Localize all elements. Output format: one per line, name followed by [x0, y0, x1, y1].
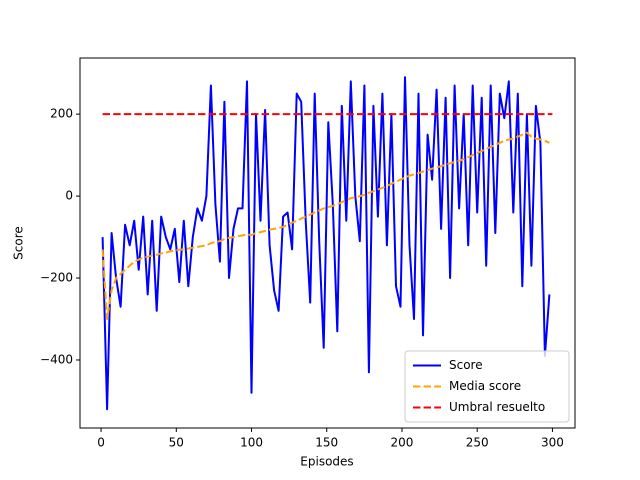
x-axis-label: Episodes — [300, 455, 353, 469]
x-tick-label: 100 — [240, 436, 263, 450]
x-tick-label: 0 — [97, 436, 105, 450]
x-tick-label: 50 — [169, 436, 184, 450]
y-axis-label: Score — [12, 226, 26, 260]
x-tick-label: 150 — [315, 436, 338, 450]
series-line — [101, 76, 551, 411]
y-tick-label: 200 — [50, 107, 73, 121]
y-tick-label: −400 — [40, 352, 73, 366]
legend: Score Media score Umbral resuelto — [404, 350, 570, 423]
y-tick-label: −200 — [40, 271, 73, 285]
legend-label: Umbral resuelto — [449, 400, 545, 414]
legend-box — [404, 350, 570, 423]
plot-frame — [79, 57, 576, 429]
legend-label: Score — [449, 358, 483, 372]
x-tick-label: 250 — [466, 436, 489, 450]
x-tick-label: 200 — [391, 436, 414, 450]
legend-label: Media score — [449, 379, 521, 393]
x-tick-label: 300 — [541, 436, 564, 450]
y-tick-label: 0 — [65, 189, 73, 203]
series-line — [101, 131, 550, 320]
